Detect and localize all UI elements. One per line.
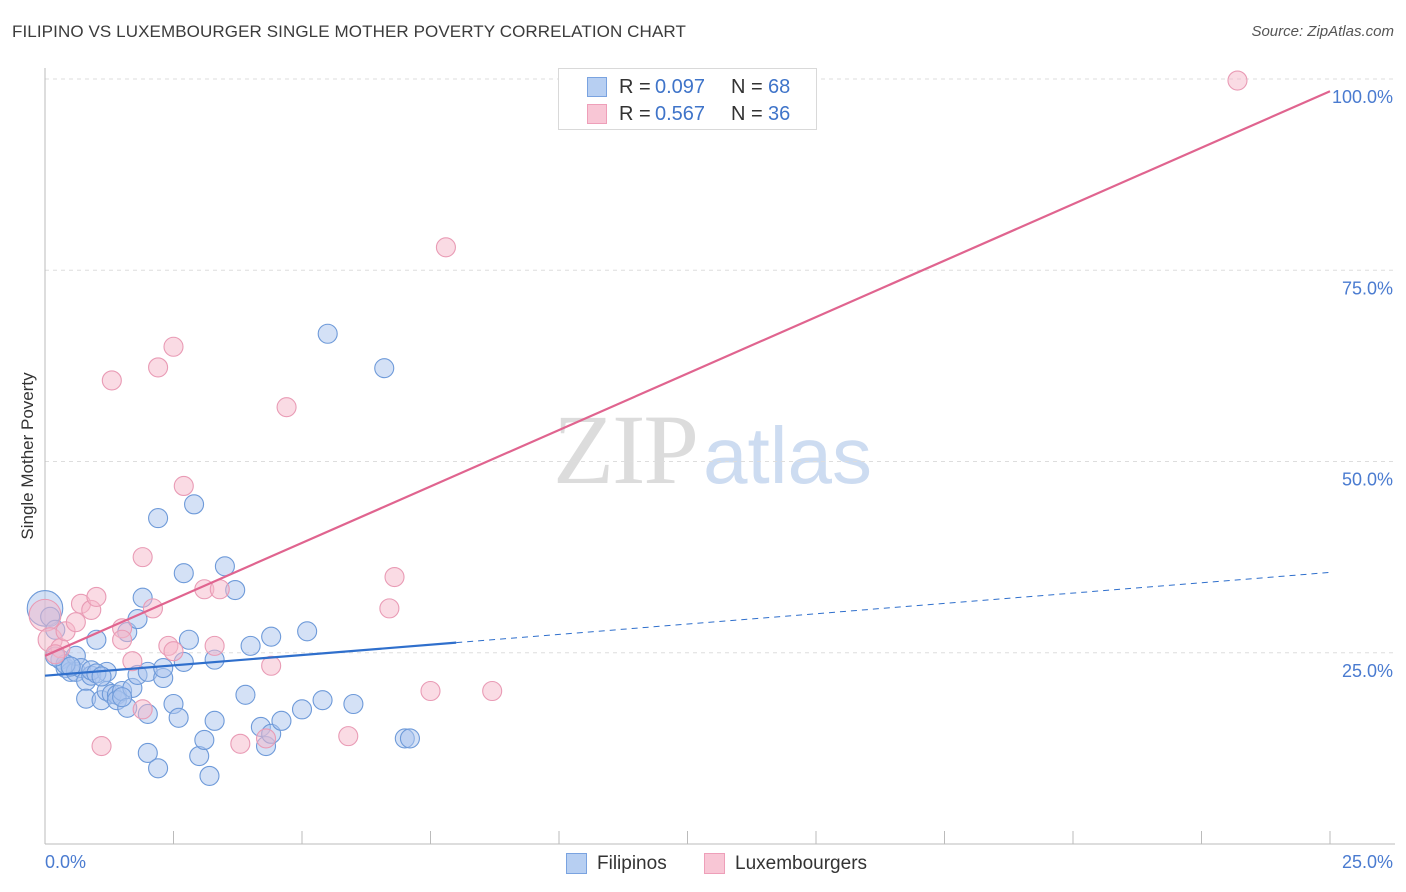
- data-point-filipinos: [112, 687, 133, 708]
- legend-swatch-filipinos: [566, 853, 587, 874]
- data-point-luxembourgers: [1227, 70, 1248, 91]
- data-point-luxembourgers: [384, 566, 405, 588]
- trend-line-luxembourgers: [44, 90, 1331, 657]
- data-point-filipinos: [240, 635, 261, 656]
- data-point-luxembourgers: [173, 475, 194, 497]
- data-point-filipinos: [317, 323, 338, 344]
- data-point-luxembourgers: [255, 728, 277, 749]
- y-tick-label: 75.0%: [1342, 278, 1393, 298]
- data-point-filipinos: [184, 494, 205, 515]
- legend-n-label: N =: [731, 76, 763, 98]
- data-point-luxembourgers: [132, 547, 153, 568]
- legend-r-value: 0.567: [655, 103, 706, 125]
- data-point-luxembourgers: [163, 641, 184, 662]
- data-point-luxembourgers: [261, 655, 282, 676]
- data-point-filipinos: [312, 690, 333, 711]
- data-point-filipinos: [60, 656, 81, 677]
- data-point-filipinos: [235, 684, 256, 705]
- legend-label-luxembourgers: Luxembourgers: [735, 853, 868, 874]
- data-point-filipinos: [291, 699, 313, 720]
- data-point-luxembourgers: [276, 397, 297, 418]
- data-point-luxembourgers: [86, 586, 107, 607]
- data-point-filipinos: [148, 508, 169, 529]
- y-tick-label: 100.0%: [1332, 87, 1393, 107]
- data-point-filipinos: [148, 758, 169, 779]
- data-point-luxembourgers: [112, 629, 133, 650]
- data-point-luxembourgers: [91, 736, 112, 757]
- legend-swatch-luxembourgers: [704, 853, 725, 874]
- data-point-filipinos: [173, 563, 194, 584]
- data-point-luxembourgers: [338, 726, 359, 747]
- data-point-luxembourgers: [204, 635, 225, 656]
- legend-n-value: 36: [768, 103, 791, 125]
- data-point-filipinos: [204, 710, 225, 731]
- data-point-luxembourgers: [122, 651, 143, 672]
- data-point-filipinos: [343, 693, 364, 715]
- legend-swatch-filipinos: [587, 77, 607, 97]
- legend-row-filipinos: R = 0.097 N = 68: [559, 75, 816, 99]
- data-point-luxembourgers: [101, 370, 122, 391]
- data-point-filipinos: [271, 710, 292, 731]
- series-luxembourgers-points: [28, 70, 1248, 757]
- data-point-filipinos: [178, 629, 199, 650]
- watermark-zip: ZIP: [553, 394, 699, 505]
- legend-n-value: 68: [768, 76, 791, 98]
- data-point-filipinos: [399, 728, 420, 749]
- data-point-filipinos: [261, 626, 282, 647]
- x-tick-label: 0.0%: [45, 852, 86, 872]
- data-point-filipinos: [153, 657, 174, 679]
- legend-r-value: 0.097: [655, 76, 706, 98]
- legend-swatch-luxembourgers: [587, 104, 607, 124]
- watermark-atlas: atlas: [703, 411, 872, 500]
- data-point-luxembourgers: [379, 598, 400, 619]
- data-point-filipinos: [297, 621, 318, 642]
- correlation-legend: R = 0.097 N = 68 R = 0.567 N = 36: [558, 68, 817, 130]
- data-point-luxembourgers: [28, 598, 62, 632]
- series-filipinos-points: [26, 323, 420, 786]
- series-legend: Filipinos Luxembourgers: [0, 853, 1406, 877]
- data-point-filipinos: [168, 707, 189, 728]
- data-point-luxembourgers: [65, 612, 86, 633]
- data-point-luxembourgers: [163, 336, 184, 357]
- data-point-luxembourgers: [230, 733, 251, 754]
- data-point-filipinos: [137, 742, 158, 764]
- legend-row-luxembourgers: R = 0.567 N = 36: [559, 102, 816, 126]
- trend-line-extension-filipinos: [456, 571, 1331, 644]
- data-point-filipinos: [194, 729, 215, 751]
- data-point-filipinos: [199, 765, 220, 786]
- y-tick-label: 50.0%: [1342, 470, 1393, 490]
- data-point-luxembourgers: [435, 237, 456, 258]
- data-point-luxembourgers: [148, 357, 169, 378]
- data-point-luxembourgers: [132, 699, 153, 720]
- chart-title: FILIPINO VS LUXEMBOURGER SINGLE MOTHER P…: [12, 22, 686, 41]
- legend-r-label: R =: [619, 76, 651, 98]
- watermark-logo: ZIP atlas: [553, 392, 872, 505]
- legend-label-filipinos: Filipinos: [597, 853, 667, 874]
- trend-line-filipinos: [44, 641, 457, 677]
- data-point-filipinos: [374, 358, 395, 379]
- y-tick-label: 25.0%: [1342, 661, 1393, 681]
- source-credit: Source: ZipAtlas.com: [1251, 23, 1394, 40]
- data-point-luxembourgers: [482, 680, 503, 702]
- legend-r-label: R =: [619, 103, 651, 125]
- legend-n-label: N =: [731, 103, 763, 125]
- x-tick-label: 25.0%: [1342, 852, 1393, 872]
- data-point-luxembourgers: [420, 680, 441, 702]
